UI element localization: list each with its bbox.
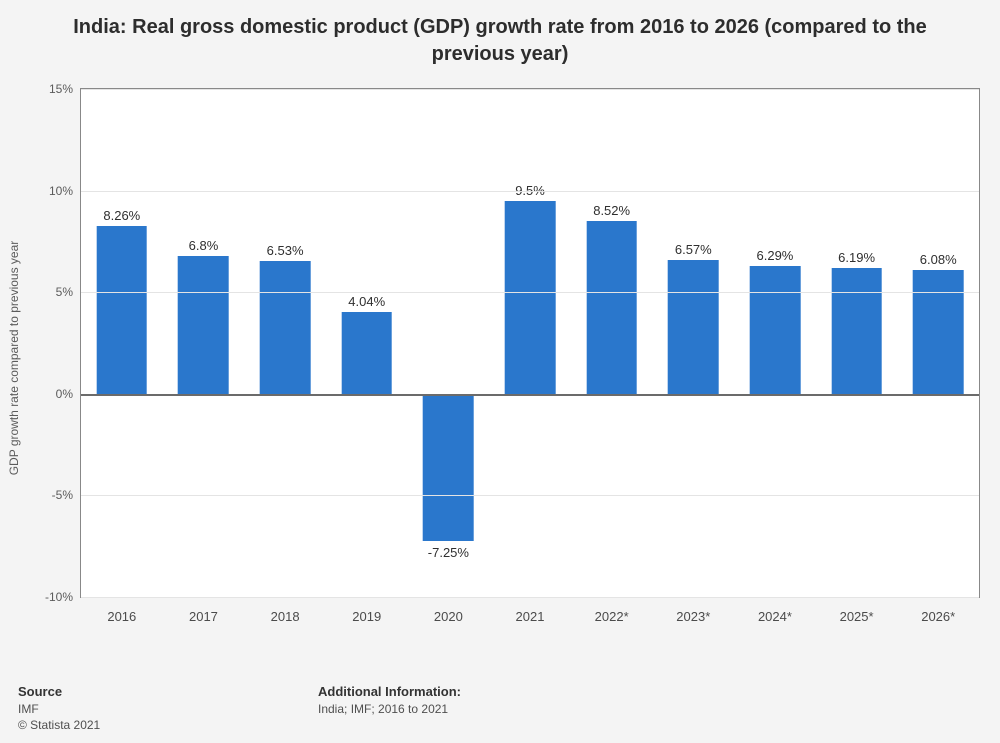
bar bbox=[586, 221, 637, 394]
bar bbox=[260, 261, 311, 394]
x-tick-label: 2021 bbox=[516, 609, 545, 624]
bar bbox=[423, 394, 474, 541]
footer: Source IMF © Statista 2021 Additional In… bbox=[18, 684, 978, 733]
y-tick-label: -5% bbox=[52, 488, 73, 502]
bar-slot: 9.5%2021 bbox=[489, 89, 571, 597]
x-tick-label: 2023* bbox=[676, 609, 710, 624]
bar-value-label: 6.29% bbox=[757, 248, 794, 263]
bar bbox=[505, 201, 556, 394]
y-tick-label: 15% bbox=[49, 82, 73, 96]
x-tick-label: 2026* bbox=[921, 609, 955, 624]
bar-slot: 6.08%2026* bbox=[897, 89, 979, 597]
bar-value-label: 8.52% bbox=[593, 203, 630, 218]
bar-value-label: 8.26% bbox=[103, 208, 140, 223]
bar bbox=[831, 268, 882, 394]
x-tick-label: 2017 bbox=[189, 609, 218, 624]
source-heading: Source bbox=[18, 684, 318, 699]
bar-slot: 8.52%2022* bbox=[571, 89, 653, 597]
plot-area: 8.26%20166.8%20176.53%20184.04%2019-7.25… bbox=[80, 88, 980, 598]
source-value: IMF bbox=[18, 701, 318, 717]
bar-value-label: 4.04% bbox=[348, 294, 385, 309]
gridline bbox=[81, 597, 979, 598]
y-axis-label: GDP growth rate compared to previous yea… bbox=[7, 241, 21, 476]
y-tick-label: 10% bbox=[49, 184, 73, 198]
bar-slot: 6.19%2025* bbox=[816, 89, 898, 597]
bar-value-label: 6.19% bbox=[838, 250, 875, 265]
bar-slot: 6.8%2017 bbox=[163, 89, 245, 597]
bar-value-label: 6.53% bbox=[267, 243, 304, 258]
bar bbox=[668, 260, 719, 394]
y-tick-label: 0% bbox=[56, 387, 73, 401]
bar-slot: 6.29%2024* bbox=[734, 89, 816, 597]
bars-container: 8.26%20166.8%20176.53%20184.04%2019-7.25… bbox=[81, 89, 979, 597]
gridline bbox=[81, 394, 979, 396]
bar-slot: 6.57%2023* bbox=[652, 89, 734, 597]
x-tick-label: 2024* bbox=[758, 609, 792, 624]
chart-area: GDP growth rate compared to previous yea… bbox=[20, 78, 980, 638]
bar-slot: 4.04%2019 bbox=[326, 89, 408, 597]
bar-slot: 8.26%2016 bbox=[81, 89, 163, 597]
additional-info-value: India; IMF; 2016 to 2021 bbox=[318, 701, 461, 717]
bar bbox=[341, 312, 392, 394]
gridline bbox=[81, 292, 979, 293]
y-tick-label: -10% bbox=[45, 590, 73, 604]
copyright: © Statista 2021 bbox=[18, 717, 318, 733]
bar-slot: 6.53%2018 bbox=[244, 89, 326, 597]
y-tick-label: 5% bbox=[56, 285, 73, 299]
bar-value-label: 6.57% bbox=[675, 242, 712, 257]
gridline bbox=[81, 495, 979, 496]
chart-title: India: Real gross domestic product (GDP)… bbox=[50, 14, 950, 68]
bar-slot: -7.25%2020 bbox=[408, 89, 490, 597]
x-tick-label: 2019 bbox=[352, 609, 381, 624]
x-tick-label: 2020 bbox=[434, 609, 463, 624]
x-tick-label: 2022* bbox=[595, 609, 629, 624]
bar bbox=[97, 226, 148, 394]
bar bbox=[750, 266, 801, 394]
gridline bbox=[81, 191, 979, 192]
x-tick-label: 2018 bbox=[271, 609, 300, 624]
bar-value-label: 6.8% bbox=[189, 238, 219, 253]
x-tick-label: 2016 bbox=[107, 609, 136, 624]
bar-value-label: 6.08% bbox=[920, 252, 957, 267]
additional-info-heading: Additional Information: bbox=[318, 684, 461, 699]
x-tick-label: 2025* bbox=[840, 609, 874, 624]
gridline bbox=[81, 89, 979, 90]
bar-value-label: -7.25% bbox=[428, 545, 469, 560]
bar bbox=[913, 270, 964, 394]
bar bbox=[178, 256, 229, 394]
